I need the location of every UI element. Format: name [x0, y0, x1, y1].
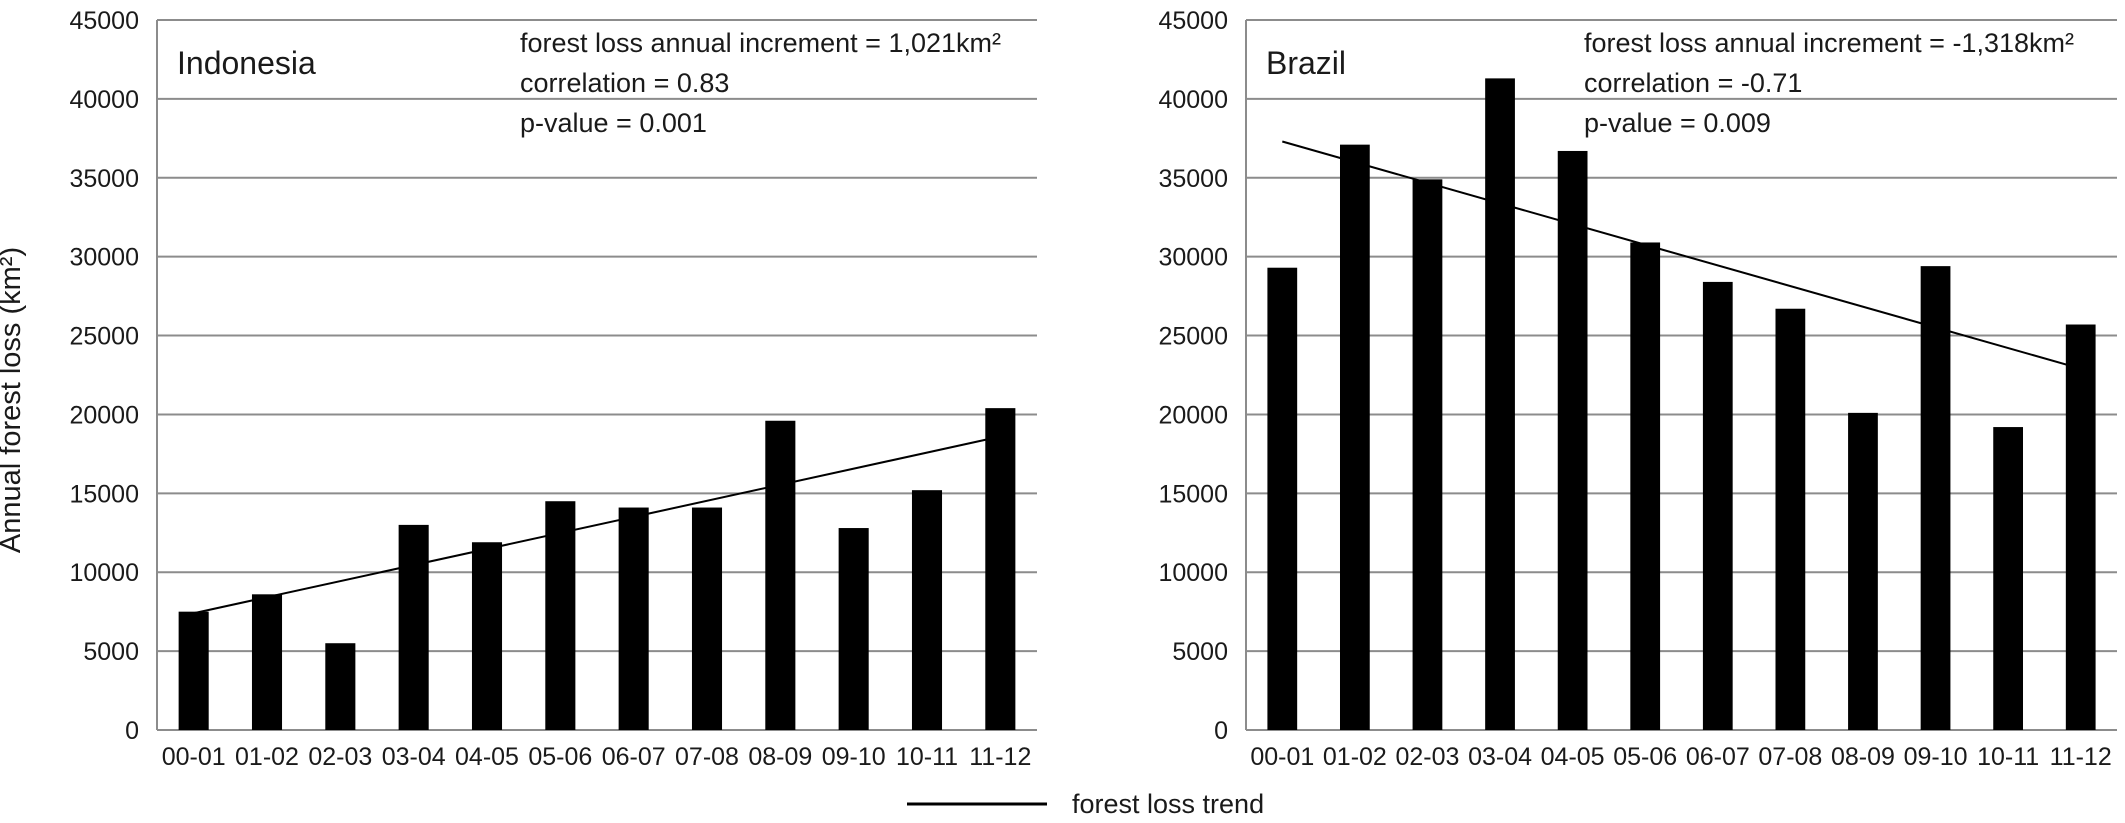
y-tick-label: 5000: [1172, 638, 1228, 666]
bar: [1339, 144, 1370, 731]
y-tick-label: 10000: [69, 559, 139, 587]
y-tick-label: 30000: [1158, 244, 1228, 272]
bar: [765, 420, 796, 730]
x-tick-label: 08-09: [748, 743, 812, 771]
y-tick-label: 10000: [1158, 559, 1228, 587]
y-tick-label: 20000: [69, 401, 139, 429]
bar: [471, 542, 503, 730]
bar: [911, 490, 943, 730]
stat-annotation: p-value = 0.009: [1584, 108, 1771, 138]
x-tick-label: 05-06: [1613, 743, 1677, 771]
y-tick-label: 45000: [69, 7, 139, 35]
legend: forest loss trend: [907, 789, 1264, 819]
y-tick-label: 45000: [1158, 7, 1228, 35]
trend-line: [1282, 140, 2081, 370]
x-tick-label: 10-11: [1977, 743, 2039, 771]
x-tick-label: 09-10: [822, 743, 886, 771]
stat-annotation: correlation = 0.83: [520, 68, 729, 98]
bar: [1630, 242, 1661, 730]
bar: [1485, 78, 1515, 730]
x-tick-label: 11-12: [969, 743, 1031, 771]
x-tick-label: 03-04: [1468, 743, 1532, 771]
legend-label: forest loss trend: [1072, 789, 1264, 818]
chart-panel-2: 0 5000 10000 15000 20000 25000 30000 35000 40000…: [1158, 7, 2117, 771]
y-tick-label: 25000: [1158, 323, 1228, 351]
y-axis-label: Annual forest loss (km²): [0, 247, 27, 553]
x-tick-label: 00-01: [1250, 743, 1314, 771]
x-tick-label: 01-02: [235, 743, 299, 771]
y-tick-label: 35000: [69, 165, 139, 193]
stat-annotation: forest loss annual increment = 1,021km²: [520, 28, 1001, 58]
bar: [1920, 266, 1951, 730]
x-tick-label: 04-05: [1541, 743, 1605, 771]
trend-line: [193, 435, 1001, 615]
y-tick-label: 35000: [1158, 165, 1228, 193]
y-tick-label: 30000: [69, 244, 139, 272]
y-tick-label: 15000: [69, 480, 139, 508]
y-tick-label: 0: [125, 717, 139, 745]
x-tick-label: 09-10: [1904, 743, 1968, 771]
x-tick-label: 08-09: [1831, 743, 1895, 771]
y-tick-label: 40000: [69, 86, 139, 114]
x-tick-label: 03-04: [382, 743, 446, 771]
bar: [985, 408, 1016, 730]
bar: [178, 611, 209, 730]
bar: [2065, 324, 2096, 730]
bar: [1267, 267, 1298, 730]
x-tick-label: 07-08: [675, 743, 739, 771]
x-tick-label: 10-11: [896, 743, 958, 771]
x-tick-label: 02-03: [1395, 743, 1459, 771]
x-tick-label: 01-02: [1323, 743, 1387, 771]
x-tick-label: 04-05: [455, 743, 519, 771]
bar: [1775, 308, 1806, 730]
bar: [251, 594, 283, 730]
y-tick-label: 15000: [1158, 480, 1228, 508]
x-tick-label: 05-06: [528, 743, 592, 771]
x-tick-label: 02-03: [308, 743, 372, 771]
chart-panels: 0 5000 10000 15000 20000 25000 30000 35000 40000…: [69, 7, 2117, 771]
bar: [691, 507, 723, 730]
x-tick-label: 06-07: [1686, 743, 1750, 771]
x-tick-label: 06-07: [602, 743, 666, 771]
y-tick-label: 25000: [69, 323, 139, 351]
panel-title: Indonesia: [177, 45, 316, 81]
bar: [1412, 179, 1443, 730]
bar: [1993, 427, 2024, 730]
bar: [1702, 281, 1733, 730]
panel-title: Brazil: [1266, 45, 1346, 81]
bar: [838, 528, 869, 730]
chart-panel-1: 0 5000 10000 15000 20000 25000 30000 35000 40000…: [69, 7, 1037, 771]
y-tick-label: 40000: [1158, 86, 1228, 114]
y-tick-label: 0: [1214, 717, 1228, 745]
x-tick-label: 00-01: [162, 743, 226, 771]
stat-annotation: forest loss annual increment = -1,318km²: [1584, 28, 2074, 58]
x-tick-label: 11-12: [2050, 743, 2112, 771]
bar: [1848, 412, 1878, 730]
stat-annotation: correlation = -0.71: [1584, 68, 1802, 98]
y-tick-label: 20000: [1158, 401, 1228, 429]
x-tick-label: 07-08: [1758, 743, 1822, 771]
bar: [545, 501, 576, 730]
bar: [1557, 150, 1588, 730]
bar: [618, 507, 649, 730]
bar: [325, 643, 356, 730]
bar: [398, 524, 429, 730]
stat-annotation: p-value = 0.001: [520, 108, 707, 138]
y-tick-label: 5000: [83, 638, 139, 666]
